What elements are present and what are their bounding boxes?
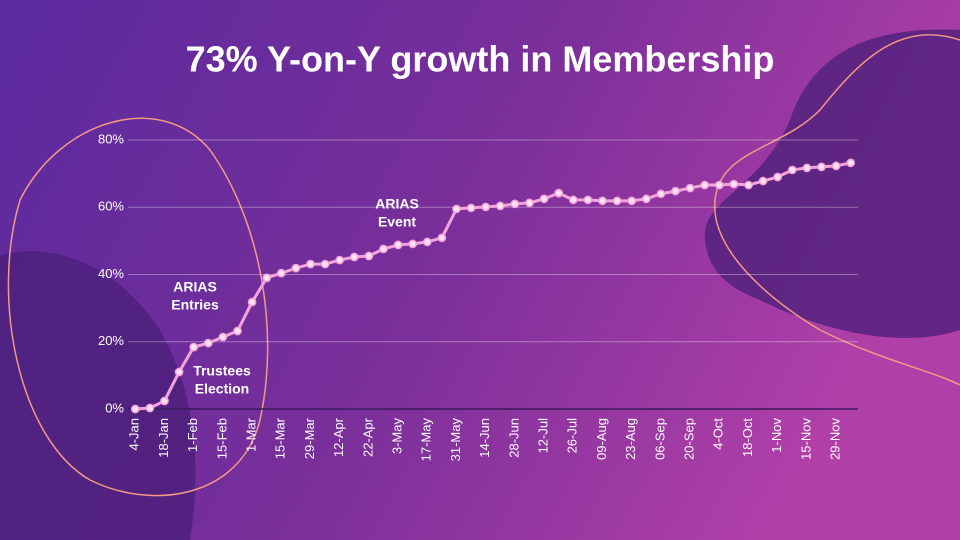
data-point bbox=[452, 204, 461, 214]
y-tick-label: 20% bbox=[98, 333, 124, 348]
data-point bbox=[758, 176, 768, 186]
data-point bbox=[393, 240, 403, 250]
data-point bbox=[174, 367, 184, 377]
data-point bbox=[437, 233, 447, 243]
y-tick-label: 80% bbox=[98, 131, 124, 146]
x-tick-label: 20-Sep bbox=[682, 418, 697, 460]
data-point bbox=[671, 186, 680, 196]
data-point bbox=[422, 237, 432, 247]
x-tick-label: 18-Oct bbox=[740, 418, 755, 457]
data-point bbox=[539, 194, 549, 204]
x-tick-label: 15-Nov bbox=[798, 418, 813, 460]
data-point bbox=[320, 259, 330, 269]
x-tick-label: 18-Jan bbox=[156, 418, 171, 458]
data-point bbox=[306, 259, 315, 269]
x-tick-label: 1-Mar bbox=[244, 417, 259, 452]
decor-outline bbox=[7, 117, 269, 497]
data-point bbox=[247, 297, 257, 307]
x-tick-label: 3-May bbox=[390, 418, 405, 455]
data-point bbox=[510, 199, 520, 209]
y-tick-label: 40% bbox=[98, 266, 124, 281]
x-tick-label: 31-May bbox=[448, 418, 463, 462]
data-point bbox=[364, 251, 374, 261]
annotation: Event bbox=[378, 214, 416, 230]
data-point bbox=[291, 263, 301, 273]
data-point bbox=[627, 196, 637, 206]
data-point bbox=[598, 196, 607, 206]
annotation: ARIAS bbox=[375, 196, 419, 212]
chart-title: 73% Y-on-Y growth in Membership bbox=[186, 39, 775, 80]
x-tick-label: 22-Apr bbox=[360, 417, 375, 457]
data-point bbox=[568, 195, 578, 205]
x-tick-label: 1-Feb bbox=[185, 418, 200, 452]
data-point bbox=[744, 180, 753, 190]
decor-blob bbox=[704, 29, 960, 339]
data-point bbox=[656, 189, 666, 199]
data-point bbox=[262, 273, 272, 283]
x-tick-label: 4-Jan bbox=[127, 418, 142, 451]
y-tick-label: 0% bbox=[105, 400, 124, 415]
annotation: Trustees bbox=[193, 363, 251, 379]
x-tick-label: 29-Nov bbox=[828, 418, 843, 460]
data-point bbox=[218, 332, 228, 342]
data-point bbox=[817, 162, 826, 172]
data-point bbox=[554, 188, 564, 198]
data-point bbox=[641, 194, 651, 204]
data-point bbox=[145, 403, 155, 413]
data-point bbox=[203, 338, 213, 348]
x-tick-label: 29-Mar bbox=[302, 417, 317, 459]
annotation: Election bbox=[195, 381, 249, 397]
data-point bbox=[379, 244, 388, 254]
x-tick-label: 28-Jun bbox=[506, 418, 521, 458]
data-point bbox=[846, 158, 856, 168]
data-point bbox=[408, 239, 418, 249]
data-point bbox=[583, 195, 593, 205]
data-point bbox=[189, 342, 199, 352]
data-point bbox=[160, 396, 169, 406]
y-tick-label: 60% bbox=[98, 199, 124, 214]
x-tick-label: 12-Apr bbox=[331, 417, 346, 457]
x-tick-label: 1-Nov bbox=[769, 418, 784, 453]
annotation: ARIAS bbox=[173, 279, 217, 295]
data-point bbox=[495, 201, 505, 211]
x-tick-label: 06-Sep bbox=[652, 418, 667, 460]
x-tick-label: 12-Jul bbox=[536, 418, 551, 454]
x-tick-label: 09-Aug bbox=[594, 418, 609, 460]
data-point bbox=[773, 172, 783, 182]
data-point bbox=[335, 255, 345, 265]
data-point bbox=[130, 404, 140, 414]
x-tick-label: 17-May bbox=[419, 418, 434, 462]
decor-outline bbox=[714, 34, 960, 386]
x-tick-label: 15-Mar bbox=[273, 417, 288, 459]
data-point bbox=[685, 183, 695, 193]
data-point bbox=[700, 180, 710, 190]
x-tick-label: 26-Jul bbox=[565, 418, 580, 454]
annotation: Entries bbox=[171, 297, 219, 313]
decor-blob bbox=[0, 251, 196, 540]
data-point bbox=[466, 203, 476, 213]
data-point bbox=[729, 179, 739, 189]
data-point bbox=[831, 161, 841, 171]
data-point bbox=[276, 268, 286, 278]
data-point bbox=[349, 252, 359, 262]
data-point bbox=[525, 198, 534, 208]
data-point bbox=[802, 163, 812, 173]
data-point bbox=[787, 165, 797, 175]
data-point bbox=[481, 202, 491, 212]
data-point bbox=[233, 326, 242, 336]
x-tick-label: 15-Feb bbox=[214, 418, 229, 459]
x-tick-label: 23-Aug bbox=[623, 418, 638, 460]
x-tick-label: 14-Jun bbox=[477, 418, 492, 458]
x-tick-label: 4-Oct bbox=[711, 418, 726, 450]
data-point bbox=[714, 180, 724, 190]
data-point bbox=[612, 196, 622, 206]
